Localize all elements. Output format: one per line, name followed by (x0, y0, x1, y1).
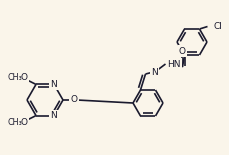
Text: N: N (150, 68, 157, 77)
Text: CH₃: CH₃ (8, 73, 22, 82)
Text: N: N (50, 80, 57, 89)
Text: O: O (178, 46, 185, 55)
Text: N: N (50, 111, 57, 120)
Text: Cl: Cl (213, 22, 221, 31)
Text: O: O (20, 73, 27, 82)
Text: HN: HN (167, 60, 180, 69)
Text: CH₃: CH₃ (8, 118, 22, 127)
Text: O: O (20, 118, 27, 127)
Text: O: O (70, 95, 77, 104)
